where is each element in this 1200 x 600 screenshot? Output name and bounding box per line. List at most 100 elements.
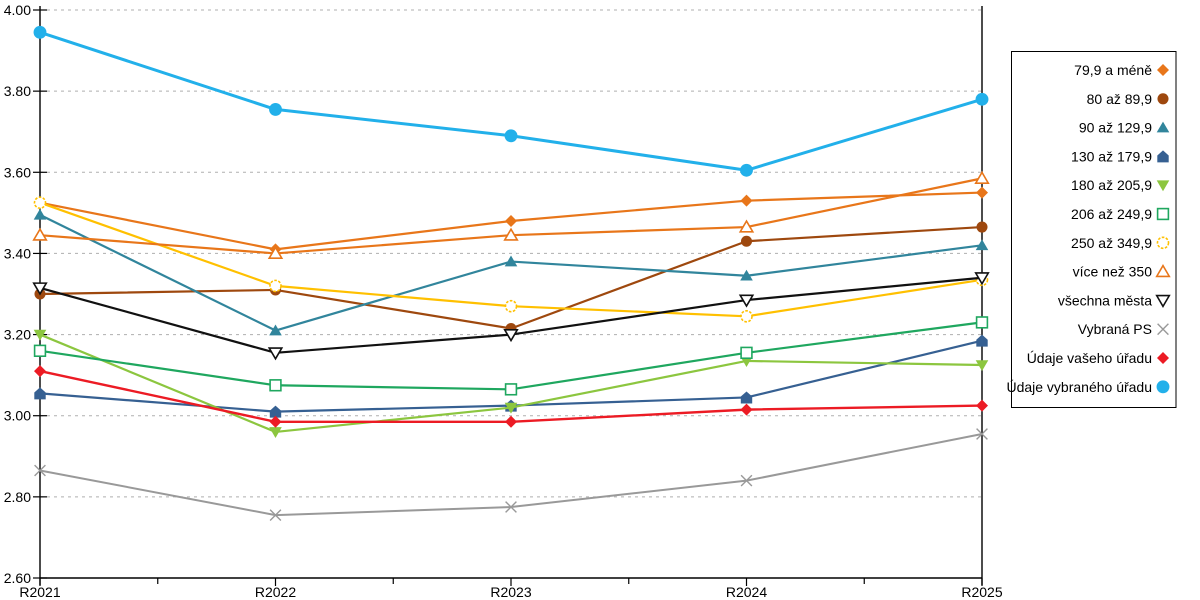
- diamond-marker-icon: [505, 415, 517, 428]
- diamond-marker-icon: [740, 403, 753, 416]
- series-206-az-249-9: [33, 316, 989, 396]
- diamond-marker-icon: [976, 399, 988, 412]
- legend-label: 206 až 249,9: [1071, 206, 1152, 222]
- diamond-marker-icon: [1157, 352, 1169, 364]
- triangle-down-open-marker-icon: [738, 294, 755, 308]
- legend-label: 80 až 89,9: [1087, 91, 1153, 107]
- legend: 79,9 a méně 80 až 89,9 90 až 129,9 130 až 1…: [1006, 51, 1177, 408]
- x-marker-icon: [976, 428, 988, 440]
- circle-marker-icon: [504, 129, 518, 143]
- square-open-marker-icon: [740, 346, 753, 360]
- square-open-marker-icon: [975, 316, 989, 329]
- legend-item-udaje-vaseho-uradu: Údaje vašeho úřadu: [1027, 350, 1169, 366]
- y-tick-label: 3.60: [4, 164, 31, 180]
- triangle-down-open-marker-icon: [1155, 294, 1171, 308]
- y-axis-labels: 4.00 3.80 3.60 3.40 3.20 3.00 2.80 2.60: [4, 2, 47, 586]
- x-marker-icon: [505, 501, 517, 513]
- y-tick-label: 3.80: [4, 83, 31, 99]
- series-vybrana-ps: [34, 428, 988, 522]
- circle-marker-icon: [975, 92, 989, 106]
- legend-label: 180 až 205,9: [1071, 177, 1152, 193]
- series-udaje-vybraneho-uradu: [33, 25, 989, 177]
- x-tick-label: R2022: [255, 584, 296, 600]
- x-marker-icon: [34, 464, 46, 477]
- series-line: [38, 30, 984, 172]
- circle-marker-icon: [740, 163, 753, 177]
- diamond-marker-icon: [740, 194, 753, 207]
- triangle-up-open-marker-icon: [32, 227, 48, 241]
- legend-label: Údaje vašeho úřadu: [1027, 350, 1152, 366]
- legend-label: 130 až 179,9: [1071, 148, 1152, 164]
- x-tick-label: R2024: [726, 584, 767, 600]
- y-tick-label: 4.00: [4, 2, 31, 18]
- legend-label: 79,9 a méně: [1074, 62, 1152, 78]
- circle-marker-icon: [740, 235, 753, 247]
- legend-label: 250 až 349,9: [1071, 235, 1152, 251]
- circle-open-marker-icon: [269, 279, 282, 293]
- series-90-az-129-9: [33, 208, 989, 336]
- x-marker-icon: [740, 474, 753, 487]
- triangle-up-marker-icon: [269, 324, 282, 336]
- pentagon-marker-icon: [269, 405, 282, 418]
- triangle-down-open-marker-icon: [974, 272, 990, 286]
- square-open-marker-icon: [269, 379, 282, 392]
- legend-item-130-az-179-9: 130 až 179,9: [1071, 148, 1169, 164]
- legend-label: všechna města: [1058, 292, 1152, 308]
- triangle-up-marker-icon: [1156, 121, 1170, 133]
- triangle-down-open-marker-icon: [503, 328, 519, 343]
- legend-label: více než 350: [1073, 264, 1153, 280]
- triangle-down-marker-icon: [33, 329, 47, 341]
- x-marker-icon: [1157, 323, 1169, 336]
- circle-marker-icon: [976, 221, 988, 233]
- triangle-down-marker-icon: [1156, 180, 1170, 192]
- legend-box: [1011, 51, 1177, 408]
- x-tick-label: R2021: [19, 584, 60, 600]
- circle-marker-icon: [1157, 93, 1169, 105]
- circle-open-marker-icon: [740, 309, 753, 323]
- series-udaje-vaseho-uradu: [34, 365, 988, 428]
- diamond-marker-icon: [505, 214, 517, 227]
- series-line: [38, 225, 984, 330]
- series-vice-nez-350: [32, 170, 990, 260]
- pentagon-marker-icon: [976, 334, 988, 347]
- pentagon-marker-icon: [1157, 150, 1169, 163]
- legend-item-250-az-349-9: 250 až 349,9: [1071, 235, 1170, 251]
- square-open-marker-icon: [1156, 207, 1170, 221]
- triangle-up-marker-icon: [975, 239, 989, 251]
- legend-item-vice-nez-350: více než 350: [1073, 264, 1171, 280]
- circle-open-marker-icon: [504, 299, 518, 313]
- triangle-up-marker-icon: [33, 208, 47, 220]
- triangle-up-marker-icon: [740, 269, 753, 281]
- triangle-down-marker-icon: [975, 360, 989, 371]
- series-line: [38, 369, 984, 423]
- triangle-down-marker-icon: [269, 427, 282, 438]
- triangle-down-open-marker-icon: [32, 282, 48, 296]
- circle-marker-icon: [1156, 380, 1170, 394]
- triangle-up-open-marker-icon: [503, 227, 519, 241]
- triangle-up-open-marker-icon: [267, 245, 284, 260]
- pentagon-marker-icon: [740, 391, 753, 404]
- x-axis-labels: R2021 R2022 R2023 R2024 R2025: [19, 578, 1003, 600]
- legend-item-vsechna-mesta: všechna města: [1058, 292, 1171, 308]
- series-79-9-a-mene: [34, 186, 988, 256]
- legend-item-206-az-249-9: 206 až 249,9: [1071, 206, 1170, 222]
- y-tick-label: 2.80: [4, 489, 31, 505]
- triangle-up-open-marker-icon: [1155, 264, 1171, 278]
- triangle-up-open-marker-icon: [974, 170, 990, 184]
- diamond-marker-icon: [976, 186, 988, 199]
- legend-label: 90 až 129,9: [1079, 120, 1152, 136]
- diamond-marker-icon: [34, 365, 46, 378]
- series-vsechna-mesta: [32, 272, 990, 361]
- x-marker-icon: [269, 509, 282, 522]
- legend-item-udaje-vybraneho-uradu: Údaje vybraného úřadu: [1006, 379, 1170, 395]
- legend-label: Údaje vybraného úřadu: [1006, 379, 1152, 395]
- triangle-up-marker-icon: [504, 255, 518, 267]
- legend-item-90-az-129-9: 90 až 129,9: [1079, 120, 1170, 136]
- legend-item-180-az-205-9: 180 až 205,9: [1071, 177, 1170, 193]
- legend-item-79-9-a-mene: 79,9 a méně: [1074, 62, 1169, 78]
- legend-label: Vybraná PS: [1078, 321, 1152, 337]
- pentagon-marker-icon: [34, 387, 46, 400]
- triangle-down-open-marker-icon: [267, 347, 284, 361]
